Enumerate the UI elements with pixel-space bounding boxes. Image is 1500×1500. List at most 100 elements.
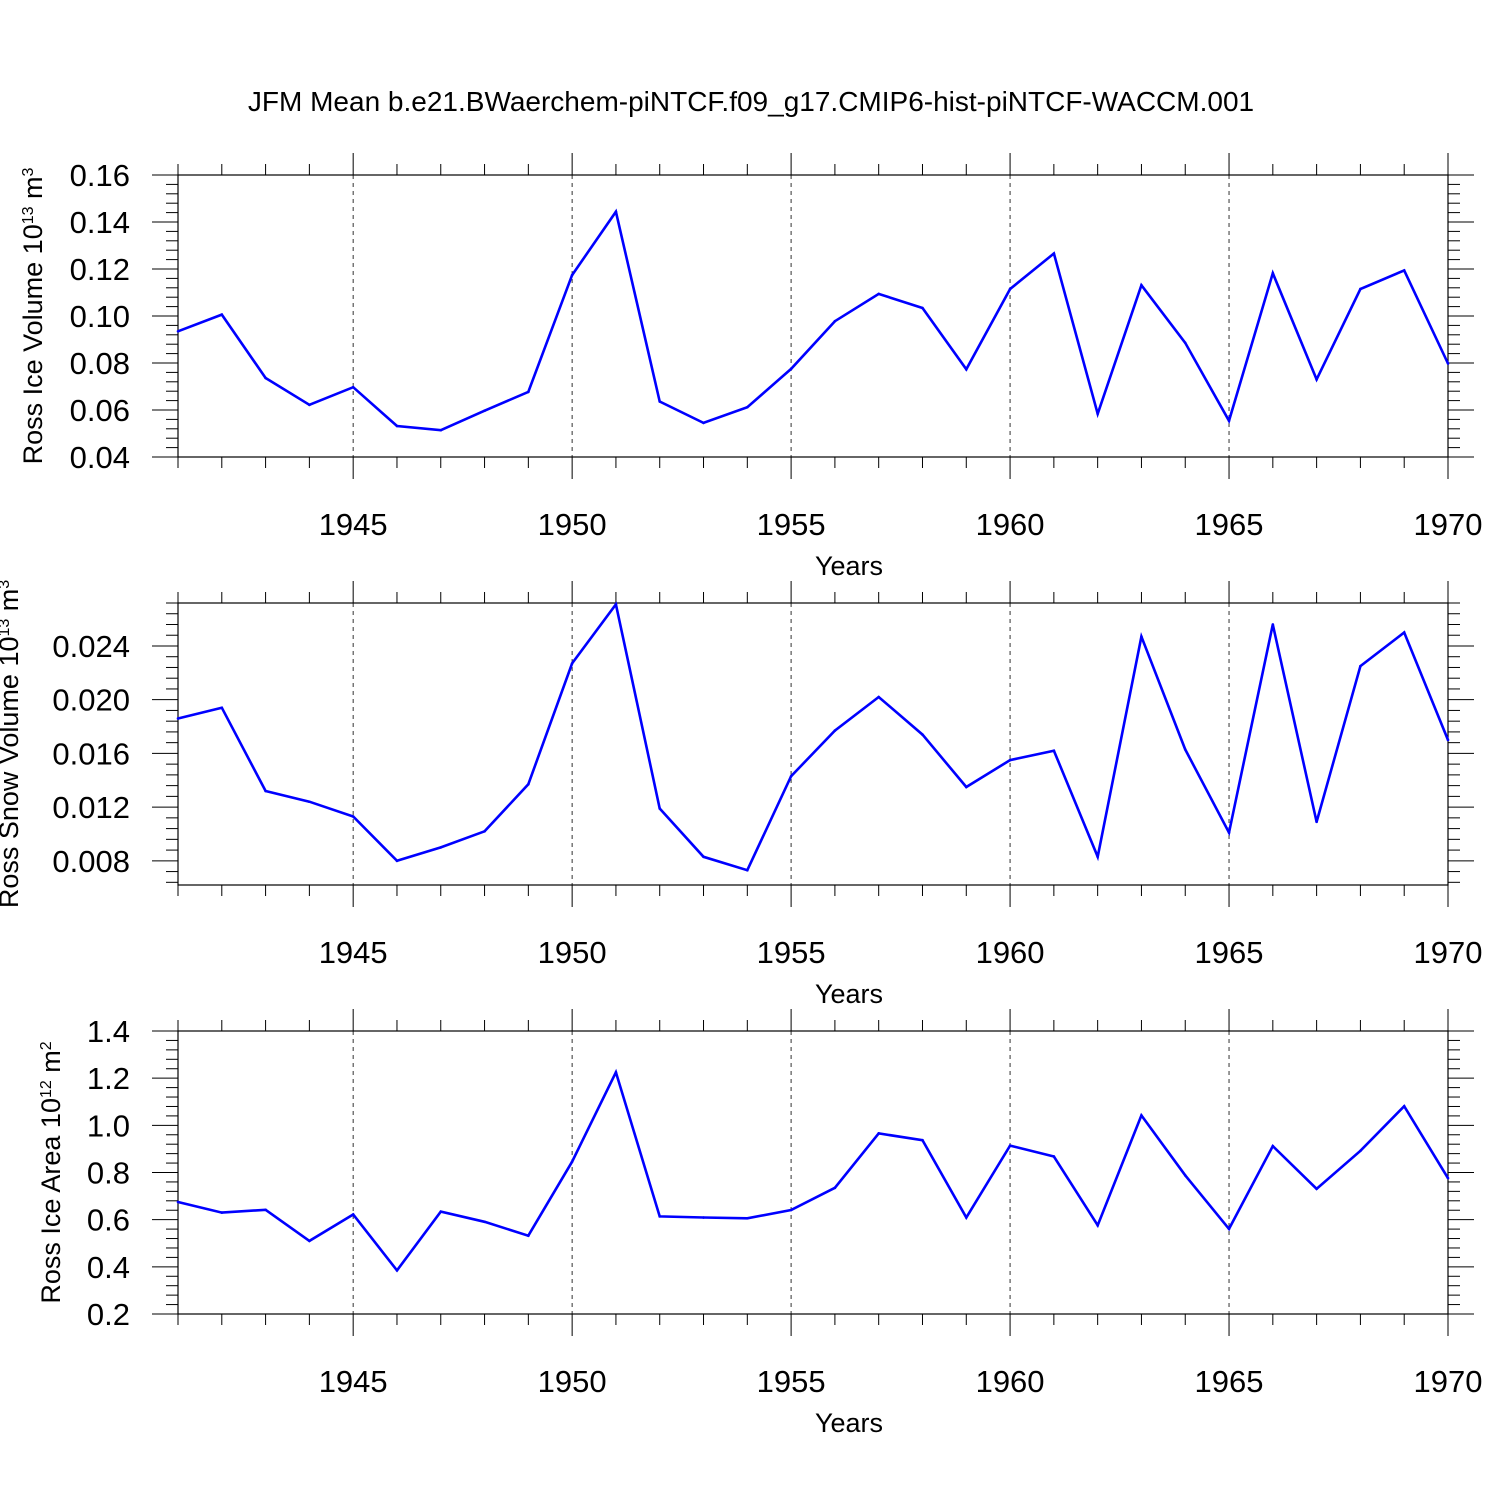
x-tick-label: 1965	[1195, 507, 1264, 542]
y-tick-label: 0.06	[70, 393, 130, 428]
data-point	[176, 717, 180, 720]
y-axis-label-exponent: 3	[0, 580, 13, 589]
y-tick-label: 1.0	[87, 1108, 130, 1143]
data-point	[1140, 283, 1143, 287]
data-point	[1446, 362, 1450, 365]
data-point	[570, 662, 574, 665]
data-point	[1359, 664, 1362, 668]
y-axis-label-part: m	[18, 176, 48, 206]
data-point	[1052, 252, 1056, 255]
data-point	[395, 424, 399, 428]
y-tick-label: 0.16	[70, 158, 130, 193]
y-tick-label: 0.020	[52, 683, 130, 718]
y-tick-label: 0.016	[52, 736, 130, 771]
data-point	[658, 1215, 662, 1218]
data-point	[220, 1211, 224, 1214]
y-tick-label: 0.012	[52, 790, 130, 825]
y-tick-label: 0.4	[87, 1250, 130, 1285]
x-tick-label: 1950	[538, 507, 607, 542]
y-axis-label-exponent: 13	[0, 619, 13, 637]
panel-1: 0.04 0.06 0.08 0.10 0.12 0.14 0.16 1945 1950 1955…	[18, 153, 1482, 581]
y-tick-label: 0.14	[70, 205, 130, 240]
y-tick-label: 0.8	[87, 1156, 130, 1191]
data-point	[1140, 1114, 1143, 1117]
y-axis-label-part: Ross Ice Volume 10	[18, 224, 48, 464]
data-point	[1315, 378, 1318, 381]
data-point	[1227, 419, 1231, 423]
data-point	[1446, 738, 1450, 742]
data-point	[570, 273, 574, 277]
data-point	[1052, 1155, 1056, 1158]
data-point	[877, 1132, 880, 1135]
y-axis-label-part: Ross Ice Area 10	[36, 1098, 66, 1304]
data-point	[264, 1208, 267, 1212]
plot-frame	[177, 602, 1449, 886]
y-axis-label-part: m	[0, 589, 24, 619]
data-point	[1227, 1227, 1231, 1231]
data-point	[483, 1220, 486, 1224]
data-point	[1271, 623, 1275, 626]
data-point	[1008, 758, 1012, 762]
data-point	[1183, 748, 1187, 751]
data-point	[833, 1186, 837, 1190]
data-point	[921, 733, 924, 736]
data-point	[1052, 749, 1056, 753]
series-line	[177, 1068, 1450, 1273]
plot-frame	[177, 174, 1449, 458]
y-tick-label: 0.04	[70, 440, 130, 475]
data-point	[220, 313, 224, 316]
data-point	[1096, 855, 1099, 859]
data-point	[527, 1234, 530, 1238]
x-axis-label: Years	[815, 1408, 883, 1438]
y-tick-label: 0.12	[70, 252, 130, 287]
data-point	[483, 409, 486, 413]
data-point	[1227, 831, 1231, 834]
data-point	[1140, 635, 1143, 638]
x-tick-label: 1960	[976, 935, 1045, 970]
panel-3: 0.2 0.4 0.6 0.8 1.0 1.2 1.4 1945 1950 1955 1960 196…	[36, 1009, 1482, 1438]
data-point	[1096, 412, 1099, 416]
x-tick-label: 1955	[757, 935, 826, 970]
y-tick-label: 1.2	[87, 1061, 130, 1096]
data-point	[527, 782, 530, 786]
x-tick-label: 1965	[1195, 1364, 1264, 1399]
x-tick-label: 1970	[1414, 507, 1483, 542]
data-point	[614, 210, 618, 213]
data-point	[964, 368, 968, 371]
data-point	[877, 292, 880, 296]
data-point	[264, 789, 267, 793]
data-point	[1183, 341, 1187, 345]
panel-2: 0.008 0.012 0.016 0.020 0.024 1945 1950 1955 196…	[0, 580, 1482, 1009]
x-tick-label: 1950	[538, 935, 607, 970]
data-point	[1359, 287, 1362, 291]
y-axis-label-part: Ross Snow Volume 10	[0, 637, 24, 909]
x-tick-label: 1955	[757, 507, 826, 542]
y-tick-label: 0.024	[52, 629, 130, 664]
data-point	[1008, 1144, 1012, 1147]
data-point	[176, 1200, 180, 1204]
data-point	[351, 385, 355, 389]
y-tick-label: 0.6	[87, 1203, 130, 1238]
data-point	[614, 603, 618, 606]
data-point	[1008, 287, 1012, 291]
data-point	[833, 729, 837, 732]
y-axis-label-part: m	[36, 1050, 66, 1080]
y-axis-label-exponent: 13	[20, 206, 37, 224]
data-point	[439, 428, 443, 432]
data-point	[1402, 1104, 1406, 1108]
x-tick-label: 1960	[976, 1364, 1045, 1399]
data-point	[439, 1210, 443, 1213]
data-point	[789, 367, 793, 371]
y-tick-label: 0.10	[70, 299, 130, 334]
data-point	[746, 868, 749, 872]
data-point	[264, 376, 267, 380]
chart-title: JFM Mean b.e21.BWaerchem-piNTCF.f09_g17.…	[248, 86, 1254, 117]
data-point	[395, 1269, 399, 1272]
data-point	[308, 1239, 311, 1243]
series-line	[177, 601, 1450, 872]
y-tick-label: 0.008	[52, 844, 130, 879]
y-axis-label-exponent: 12	[38, 1080, 55, 1098]
x-tick-label: 1945	[319, 507, 388, 542]
data-point	[964, 785, 968, 789]
